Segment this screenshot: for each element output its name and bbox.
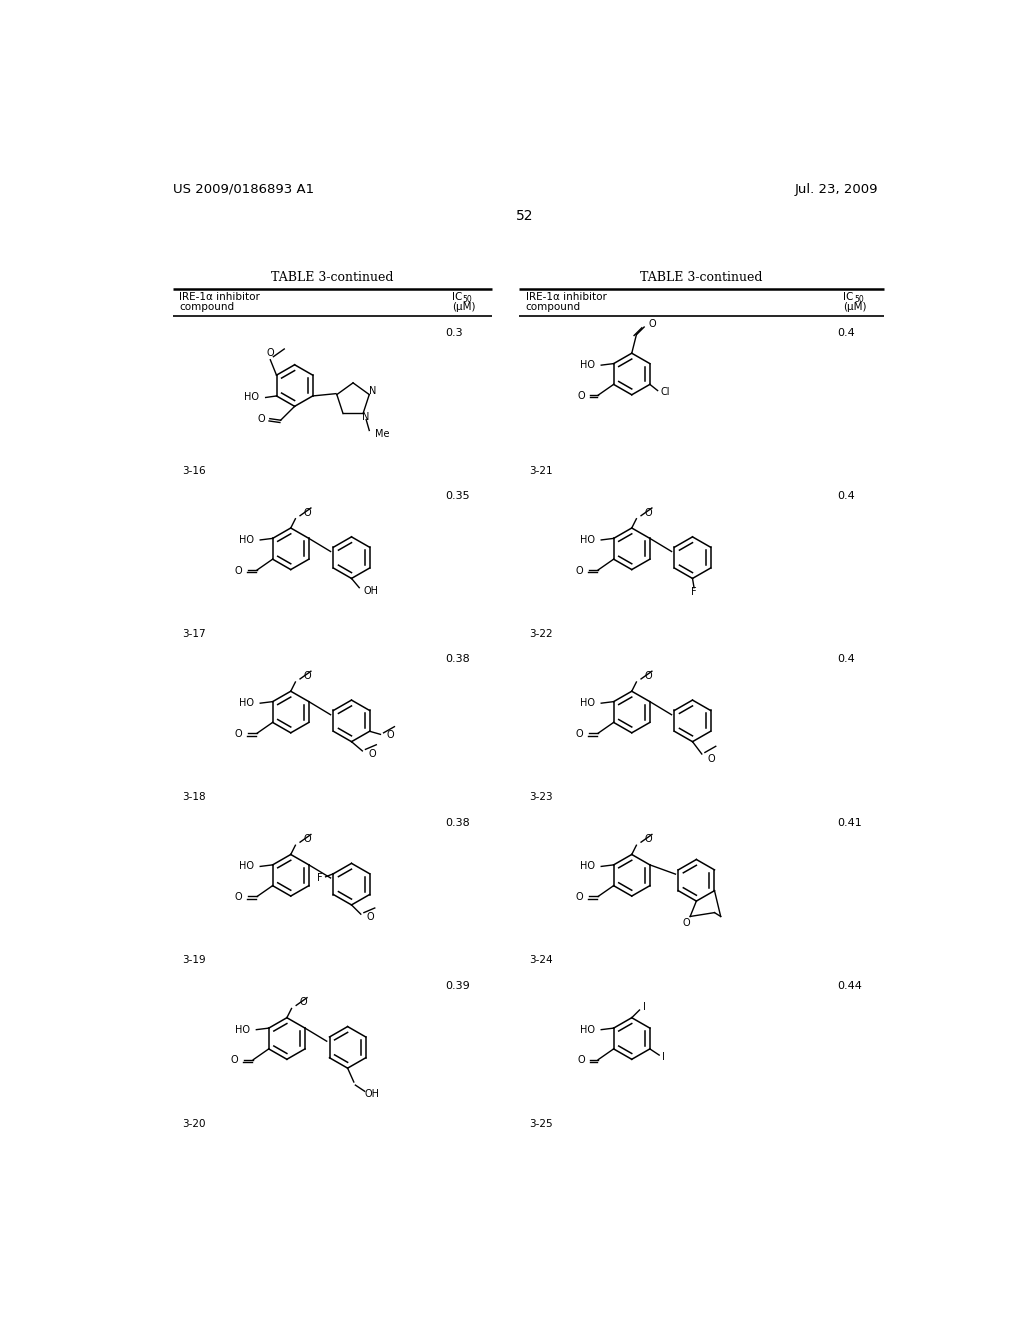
Text: compound: compound xyxy=(525,302,581,313)
Text: 0.4: 0.4 xyxy=(838,655,855,664)
Text: O: O xyxy=(578,391,585,401)
Text: 0.4: 0.4 xyxy=(838,327,855,338)
Text: HO: HO xyxy=(239,535,254,545)
Text: O: O xyxy=(575,729,583,739)
Text: O: O xyxy=(299,998,307,1007)
Text: Me: Me xyxy=(376,429,390,440)
Text: 3-23: 3-23 xyxy=(528,792,552,803)
Text: HO: HO xyxy=(239,698,254,708)
Text: F: F xyxy=(316,874,323,883)
Text: O: O xyxy=(234,566,242,576)
Text: O: O xyxy=(644,508,651,517)
Text: HO: HO xyxy=(239,862,254,871)
Text: compound: compound xyxy=(179,302,234,313)
Text: (μM): (μM) xyxy=(452,302,475,313)
Text: (μM): (μM) xyxy=(844,302,867,313)
Text: HO: HO xyxy=(236,1024,250,1035)
Text: N: N xyxy=(362,412,370,421)
Text: 3-22: 3-22 xyxy=(528,628,552,639)
Text: HO: HO xyxy=(580,698,595,708)
Text: OH: OH xyxy=(364,586,379,595)
Text: HO: HO xyxy=(580,862,595,871)
Text: 0.38: 0.38 xyxy=(445,817,470,828)
Text: IRE-1α inhibitor: IRE-1α inhibitor xyxy=(525,293,606,302)
Text: O: O xyxy=(234,892,242,902)
Text: HO: HO xyxy=(580,1024,595,1035)
Text: 3-16: 3-16 xyxy=(182,466,206,475)
Text: IC: IC xyxy=(844,293,854,302)
Text: 3-21: 3-21 xyxy=(528,466,552,475)
Text: O: O xyxy=(644,671,651,681)
Text: 0.3: 0.3 xyxy=(445,327,464,338)
Text: O: O xyxy=(367,912,375,923)
Text: N: N xyxy=(369,387,376,396)
Text: O: O xyxy=(578,1056,585,1065)
Text: 50: 50 xyxy=(463,294,472,304)
Text: O: O xyxy=(683,917,690,928)
Text: 3-25: 3-25 xyxy=(528,1118,552,1129)
Text: I: I xyxy=(663,1052,666,1061)
Text: I: I xyxy=(643,1002,645,1012)
Text: O: O xyxy=(266,348,274,358)
Text: TABLE 3-continued: TABLE 3-continued xyxy=(271,271,394,284)
Text: 0.4: 0.4 xyxy=(838,491,855,502)
Text: O: O xyxy=(303,834,310,843)
Text: 0.41: 0.41 xyxy=(838,817,862,828)
Text: HO: HO xyxy=(580,360,595,370)
Text: 3-18: 3-18 xyxy=(182,792,206,803)
Text: 3-19: 3-19 xyxy=(182,956,206,965)
Text: 0.35: 0.35 xyxy=(445,491,470,502)
Text: IC: IC xyxy=(452,293,462,302)
Text: O: O xyxy=(575,566,583,576)
Text: IRE-1α inhibitor: IRE-1α inhibitor xyxy=(179,293,260,302)
Text: O: O xyxy=(230,1056,238,1065)
Text: O: O xyxy=(575,892,583,902)
Text: O: O xyxy=(649,319,656,329)
Text: 3-17: 3-17 xyxy=(182,628,206,639)
Text: OH: OH xyxy=(365,1089,380,1100)
Text: 0.39: 0.39 xyxy=(445,981,470,991)
Text: 3-20: 3-20 xyxy=(182,1118,206,1129)
Text: 0.38: 0.38 xyxy=(445,655,470,664)
Text: 52: 52 xyxy=(516,209,534,223)
Text: O: O xyxy=(708,754,716,763)
Text: O: O xyxy=(387,730,394,741)
Text: F: F xyxy=(691,587,697,597)
Text: TABLE 3-continued: TABLE 3-continued xyxy=(640,271,763,284)
Text: 3-24: 3-24 xyxy=(528,956,552,965)
Text: O: O xyxy=(258,414,265,425)
Text: O: O xyxy=(303,671,310,681)
Text: 0.44: 0.44 xyxy=(838,981,862,991)
Text: Cl: Cl xyxy=(660,387,671,397)
Text: HO: HO xyxy=(245,392,259,403)
Text: US 2009/0186893 A1: US 2009/0186893 A1 xyxy=(173,182,314,195)
Text: Jul. 23, 2009: Jul. 23, 2009 xyxy=(795,182,878,195)
Text: O: O xyxy=(644,834,651,843)
Text: O: O xyxy=(303,508,310,517)
Text: HO: HO xyxy=(580,535,595,545)
Text: O: O xyxy=(234,729,242,739)
Text: O: O xyxy=(369,748,376,759)
Text: 50: 50 xyxy=(854,294,864,304)
